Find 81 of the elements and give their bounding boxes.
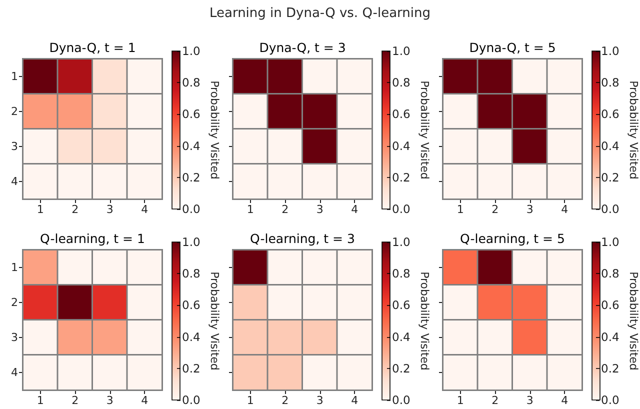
chart-title: Dyna-Q, t = 5 (469, 40, 556, 55)
color-bar-title: Probability Visited (627, 272, 640, 370)
x-tick-label: 2 (492, 394, 499, 407)
color-bar-label: 0.4 (182, 138, 200, 153)
y-tick-label: 3 (11, 331, 18, 344)
text: Learning in Dyna-Q vs. Q-learning (208, 6, 432, 22)
color-bar-label: 1.0 (392, 44, 410, 58)
x-tick-label: 1 (246, 203, 254, 216)
x-tick-label: 4 (561, 203, 568, 216)
x-tick-label: 3 (526, 203, 534, 216)
color-bar-label: 0.6 (392, 107, 410, 122)
x-tick-label: 2 (72, 394, 79, 407)
color-bar-label: 0.2 (601, 361, 620, 376)
color-bar-label: 0.4 (601, 138, 620, 153)
chart-title: Q-learning, t = 1 (40, 231, 145, 246)
x-tick-label: 4 (141, 394, 148, 407)
color-bar-label: 0.2 (392, 361, 410, 376)
color-bar-label: 1.0 (601, 44, 620, 58)
color-bar-label: 0.2 (182, 170, 200, 184)
y-tick-label: 4 (11, 366, 18, 379)
y-tick-label: 4 (11, 175, 18, 188)
color-bar-label: 0.8 (392, 266, 410, 281)
x-tick-label: 4 (351, 394, 358, 407)
x-tick-label: 3 (526, 394, 534, 407)
color-bar-label: 1.0 (601, 235, 620, 249)
y-tick-label: 2 (11, 105, 18, 118)
x-tick-label: 4 (561, 394, 568, 407)
chart-title: Q-learning, t = 3 (250, 231, 355, 246)
color-bar-label: 0.2 (601, 170, 620, 184)
color-bar-label: 0.0 (392, 393, 410, 407)
color-bar-label: 0.6 (392, 298, 410, 312)
color-bar-title: Probability Visited (208, 272, 221, 370)
color-bar-label: 0.0 (392, 202, 410, 216)
x-tick-label: 4 (141, 203, 148, 216)
chart-title: Dyna-Q, t = 1 (49, 40, 136, 55)
color-bar-label: 0.2 (392, 170, 410, 184)
color-bar-title: Probability Visited (208, 80, 221, 180)
color-bar-label: 0.4 (182, 330, 200, 344)
color-bar-label: 1.0 (182, 44, 200, 58)
x-tick-label: 3 (316, 394, 324, 407)
x-tick-label: 2 (282, 394, 289, 407)
color-bar-label: 0.6 (182, 298, 200, 312)
color-bar-label: 0.8 (601, 266, 620, 281)
color-bar-label: 0.4 (392, 330, 410, 344)
color-bar-label: 0.4 (601, 330, 620, 344)
color-bar-title: Probability Visited (418, 80, 431, 180)
color-bar-label: 0.0 (601, 202, 620, 216)
x-tick-label: 1 (246, 394, 254, 407)
x-tick-label: 3 (106, 203, 114, 216)
color-bar-label: 0.0 (182, 393, 200, 407)
color-bar-title: Probability Visited (418, 272, 431, 370)
x-tick-label: 3 (106, 394, 114, 407)
x-tick-label: 1 (456, 203, 464, 216)
x-tick-label: 3 (316, 203, 324, 216)
color-bar-label: 0.0 (182, 202, 200, 216)
color-bar-label: 0.8 (601, 76, 620, 90)
color-bar-label: 0.6 (601, 107, 620, 122)
color-bar-label: 0.8 (392, 76, 410, 90)
color-bar-label: 0.4 (392, 138, 410, 153)
x-tick-label: 2 (492, 203, 499, 216)
color-bar-label: 0.6 (182, 107, 200, 122)
chart-title: Q-learning, t = 5 (460, 231, 565, 246)
x-tick-label: 1 (36, 203, 44, 216)
x-tick-label: 2 (72, 203, 79, 216)
x-tick-label: 1 (456, 394, 464, 407)
x-tick-label: 2 (282, 203, 289, 216)
y-tick-label: 3 (11, 140, 18, 153)
chart-title: Dyna-Q, t = 3 (259, 40, 346, 55)
color-bar-label: 1.0 (182, 235, 200, 249)
y-tick-label: 1 (11, 70, 18, 83)
y-tick-label: 2 (11, 296, 18, 309)
color-bar-label: 0.8 (182, 76, 200, 90)
color-bar-label: 1.0 (392, 235, 410, 249)
x-tick-label: 1 (36, 394, 44, 407)
color-bar-title: Probability Visited (627, 80, 640, 180)
y-tick-label: 1 (11, 261, 18, 274)
color-bar-label: 0.8 (182, 266, 200, 281)
color-bar-label: 0.6 (601, 298, 620, 312)
color-bar-label: 0.0 (601, 393, 620, 407)
x-tick-label: 4 (351, 203, 358, 216)
color-bar-label: 0.2 (182, 361, 200, 376)
